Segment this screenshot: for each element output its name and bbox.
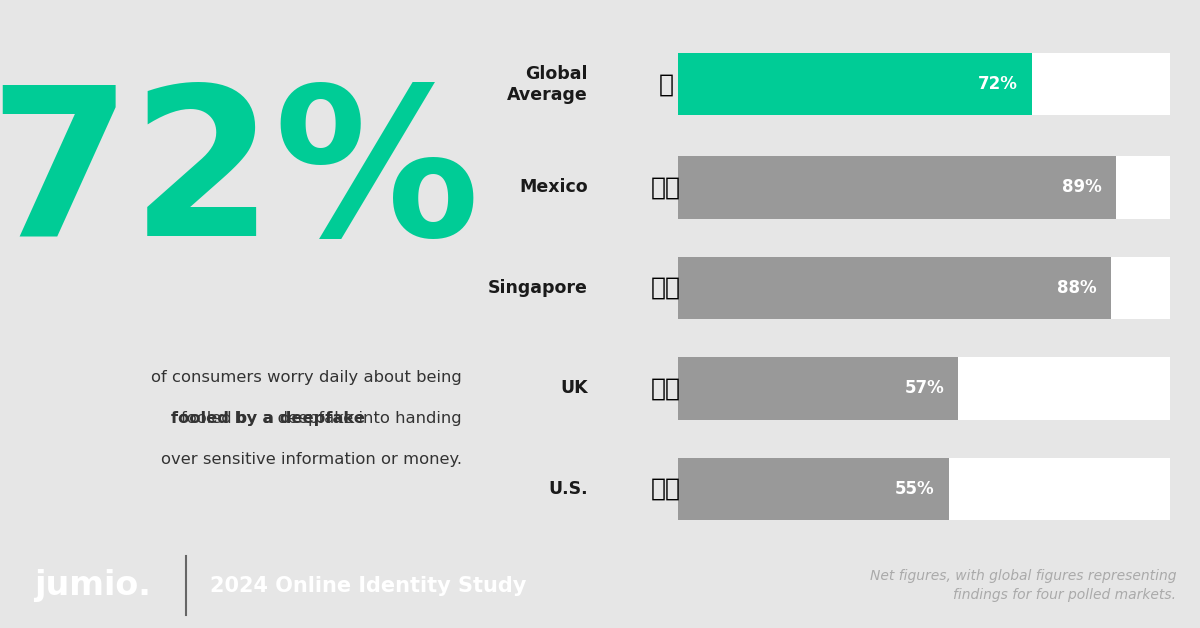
Bar (678, 458, 948, 520)
Text: U.S.: U.S. (548, 480, 588, 498)
Text: 72%: 72% (0, 79, 480, 279)
Bar (678, 156, 1116, 219)
Bar (678, 257, 1170, 319)
Bar (678, 257, 1111, 319)
Text: Global
Average: Global Average (508, 65, 588, 104)
Bar (678, 357, 959, 420)
Text: Singapore: Singapore (488, 279, 588, 297)
Text: 55%: 55% (894, 480, 934, 498)
Text: 2024 Online Identity Study: 2024 Online Identity Study (210, 576, 527, 595)
Text: 57%: 57% (905, 379, 944, 398)
Bar (678, 53, 1170, 116)
Text: Mexico: Mexico (520, 178, 588, 197)
Text: 🇬🇧: 🇬🇧 (650, 376, 680, 401)
Text: fooled by a deepfake: fooled by a deepfake (172, 411, 365, 426)
Bar (678, 53, 1032, 116)
Bar (678, 357, 1170, 420)
Text: 89%: 89% (1062, 178, 1102, 197)
Text: 🇲🇽: 🇲🇽 (650, 175, 680, 200)
Text: Net figures, with global figures representing
findings for four polled markets.: Net figures, with global figures represe… (870, 569, 1176, 602)
Text: 🌎: 🌎 (659, 72, 673, 96)
Text: jumio.: jumio. (34, 569, 150, 602)
Text: over sensitive information or money.: over sensitive information or money. (161, 452, 462, 467)
Bar (678, 458, 1170, 520)
Text: UK: UK (560, 379, 588, 398)
Text: of consumers worry daily about being: of consumers worry daily about being (151, 370, 462, 385)
Text: 🇸🇬: 🇸🇬 (650, 276, 680, 300)
Text: fooled by a deepfake into handing: fooled by a deepfake into handing (181, 411, 462, 426)
Text: 88%: 88% (1057, 279, 1097, 297)
Text: fooled by a deepfake into handing: fooled by a deepfake into handing (181, 411, 462, 426)
Text: 72%: 72% (978, 75, 1018, 93)
Text: 🇺🇸: 🇺🇸 (650, 477, 680, 501)
Bar (678, 156, 1170, 219)
